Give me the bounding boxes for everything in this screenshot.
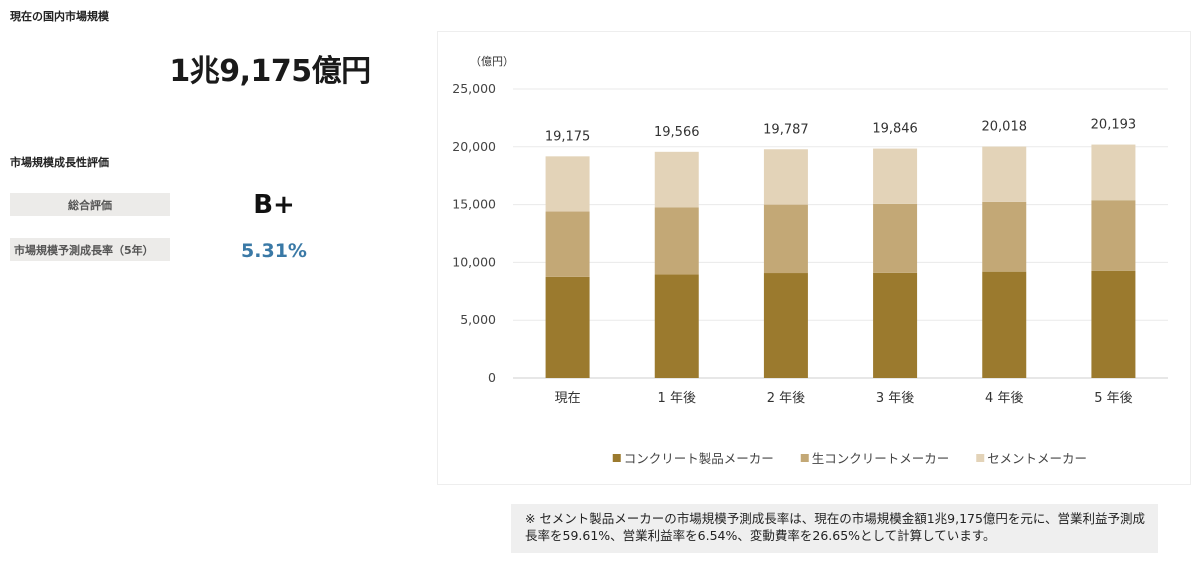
bar-segment bbox=[982, 146, 1027, 202]
y-axis-unit-label: （億円） bbox=[470, 55, 514, 68]
total-data-label: 19,787 bbox=[763, 122, 809, 137]
bar-segment bbox=[654, 207, 699, 275]
bar-segment bbox=[545, 211, 590, 277]
legend-swatch bbox=[800, 454, 809, 462]
bars bbox=[545, 144, 1136, 378]
bar-segment bbox=[763, 273, 808, 378]
legend-label: セメントメーカー bbox=[987, 451, 1087, 466]
x-tick-label: 4 年後 bbox=[985, 391, 1023, 406]
bar-segment bbox=[982, 271, 1027, 378]
y-tick-label: 0 bbox=[488, 370, 496, 385]
x-tick-label: 現在 bbox=[555, 391, 581, 406]
bar-segment bbox=[873, 203, 918, 273]
bar-segment bbox=[982, 201, 1027, 272]
legend-label: 生コンクリートメーカー bbox=[812, 451, 950, 466]
calculation-note: ※ セメント製品メーカーの市場規模予測成長率は、現在の市場規模金額1兆9,175… bbox=[511, 504, 1158, 553]
x-tick-label: 1 年後 bbox=[658, 391, 696, 406]
bar-segment bbox=[654, 151, 699, 208]
total-data-label: 19,846 bbox=[872, 122, 918, 137]
axis-labels: 0 5,000 10,000 15,000 20,000 25,000 19,175 現在 19… bbox=[452, 81, 1136, 406]
y-tick-label: 15,000 bbox=[452, 197, 496, 212]
y-tick-label: 5,000 bbox=[460, 312, 496, 327]
bar-segment bbox=[763, 204, 808, 274]
bar-segment bbox=[1091, 200, 1136, 271]
bar-segment bbox=[1091, 144, 1136, 201]
stacked-bar-chart: （億円） 0 5,000 10,000 15,000 20,000 25,000 19,17… bbox=[452, 55, 1168, 466]
x-tick-label: 5 年後 bbox=[1094, 391, 1132, 406]
y-tick-label: 25,000 bbox=[452, 81, 496, 96]
x-tick-label: 2 年後 bbox=[767, 391, 805, 406]
bar-segment bbox=[654, 274, 699, 378]
bar-segment bbox=[545, 156, 590, 212]
growth-rate-label: 市場規模予測成長率（5年） bbox=[10, 238, 170, 261]
bar-segment bbox=[1091, 270, 1136, 378]
gridlines bbox=[513, 88, 1168, 379]
growth-evaluation-heading: 市場規模成長性評価 bbox=[10, 156, 109, 169]
legend-label: コンクリート製品メーカー bbox=[624, 451, 774, 466]
market-size-value: 1兆9,175億円 bbox=[169, 54, 371, 89]
total-data-label: 20,193 bbox=[1091, 118, 1137, 133]
overall-rating-value: B+ bbox=[253, 190, 295, 220]
growth-rate-value: 5.31% bbox=[241, 240, 307, 262]
market-size-heading: 現在の国内市場規模 bbox=[10, 10, 109, 23]
overall-rating-label: 総合評価 bbox=[10, 193, 170, 216]
legend: コンクリート製品メーカー 生コンクリートメーカー セメントメーカー bbox=[612, 451, 1087, 466]
bar-segment bbox=[873, 148, 918, 204]
bar-segment bbox=[545, 276, 590, 378]
y-tick-label: 10,000 bbox=[452, 254, 496, 269]
y-tick-label: 20,000 bbox=[452, 139, 496, 154]
total-data-label: 20,018 bbox=[982, 120, 1028, 135]
total-data-label: 19,566 bbox=[654, 125, 700, 140]
total-data-label: 19,175 bbox=[545, 129, 591, 144]
legend-swatch bbox=[976, 454, 985, 462]
legend-swatch bbox=[612, 454, 621, 462]
bar-segment bbox=[763, 149, 808, 205]
bar-segment bbox=[873, 272, 918, 378]
x-tick-label: 3 年後 bbox=[876, 391, 914, 406]
